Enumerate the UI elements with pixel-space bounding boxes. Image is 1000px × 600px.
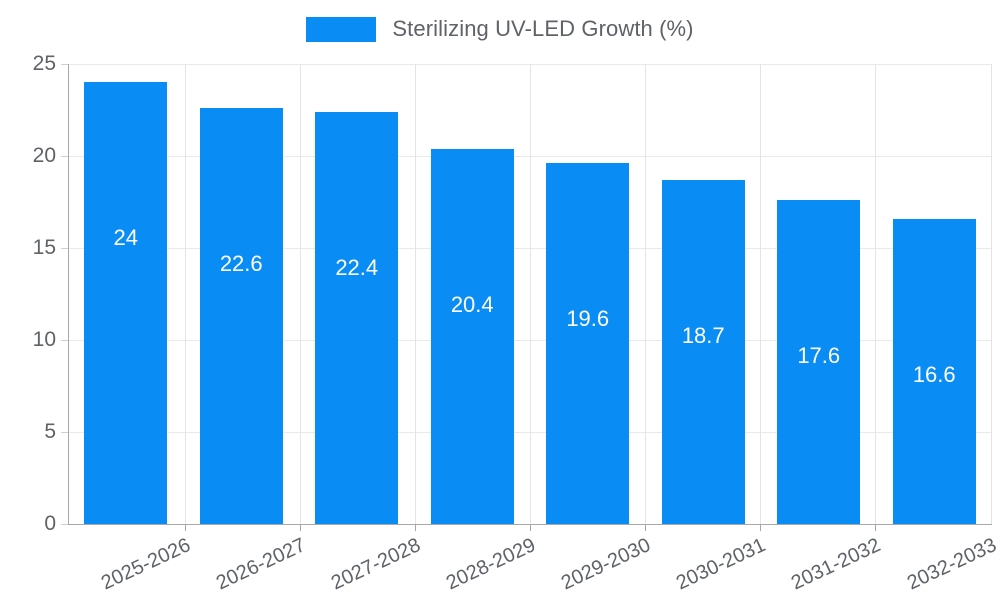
plot-area: 24 22.6 22.4 20.4 19.6 18.7 17.6 16.6 (61, 64, 992, 531)
x-tick-mark-2 (300, 524, 301, 531)
legend-item-0[interactable]: Sterilizing UV-LED Growth (%) (306, 16, 693, 42)
bar-2030-2031[interactable] (661, 179, 745, 524)
legend-label: Sterilizing UV-LED Growth (%) (392, 16, 694, 41)
category-gridline-6 (760, 64, 761, 524)
x-tick-label-2029-2030: 2029-2030 (558, 534, 655, 595)
category-gridline-1 (185, 64, 186, 524)
bar-2029-2030[interactable] (546, 163, 630, 524)
bar-2027-2028[interactable] (315, 111, 399, 524)
legend-swatch-icon (306, 16, 377, 42)
bar-2025-2026[interactable] (84, 82, 168, 524)
x-tick-label-2027-2028: 2027-2028 (328, 534, 425, 595)
x-tick-label-2032-2033: 2032-2033 (904, 534, 1000, 595)
bar-value-label: 20.4 (450, 291, 494, 317)
bar-value-label: 22.6 (219, 251, 263, 277)
x-tick-label-2026-2027: 2026-2027 (213, 534, 310, 595)
category-gridline-2 (300, 64, 301, 524)
x-tick-label-2030-2031: 2030-2031 (673, 534, 770, 595)
x-tick-mark-1 (185, 524, 186, 531)
x-tick-mark-6 (760, 524, 761, 531)
bar-2028-2029[interactable] (430, 148, 514, 524)
bar-value-label: 19.6 (566, 306, 610, 332)
bar-value-label: 22.4 (335, 254, 379, 280)
bar-value-label: 16.6 (912, 361, 956, 387)
x-tick-mark-7 (875, 524, 876, 531)
bar-value-label: 24 (113, 225, 138, 251)
bar-2026-2027[interactable] (199, 108, 283, 524)
bar-2032-2033[interactable] (892, 218, 976, 524)
category-gridline-5 (645, 64, 646, 524)
x-tick-mark-3 (415, 524, 416, 531)
y-tick-label-20: 20 (32, 144, 56, 167)
y-tick-label-15: 15 (32, 236, 56, 259)
x-tick-mark-5 (645, 524, 646, 531)
y-tick-label-0: 0 (44, 512, 56, 535)
x-tick-label-2031-2032: 2031-2032 (788, 534, 885, 595)
bar-value-label: 18.7 (681, 322, 725, 348)
y-axis-labels: 0 5 10 15 20 25 (0, 52, 56, 535)
x-tick-label-2025-2026: 2025-2026 (98, 534, 195, 595)
y-tick-label-25: 25 (32, 52, 56, 75)
chart-legend: Sterilizing UV-LED Growth (%) (0, 12, 1000, 46)
y-tick-label-10: 10 (32, 328, 56, 351)
category-gridline-4 (530, 64, 531, 524)
y-axis-line (68, 64, 69, 524)
x-axis-labels: 2025-2026 2026-2027 2027-2028 2028-2029 … (68, 524, 1000, 600)
y-tick-label-5: 5 (44, 420, 56, 443)
plot-right-edge (991, 64, 992, 524)
bar-value-label: 17.6 (797, 343, 841, 369)
category-gridline-3 (415, 64, 416, 524)
x-tick-label-2028-2029: 2028-2029 (443, 534, 540, 595)
bar-2031-2032[interactable] (777, 200, 861, 524)
x-tick-mark-4 (530, 524, 531, 531)
category-gridline-7 (875, 64, 876, 524)
